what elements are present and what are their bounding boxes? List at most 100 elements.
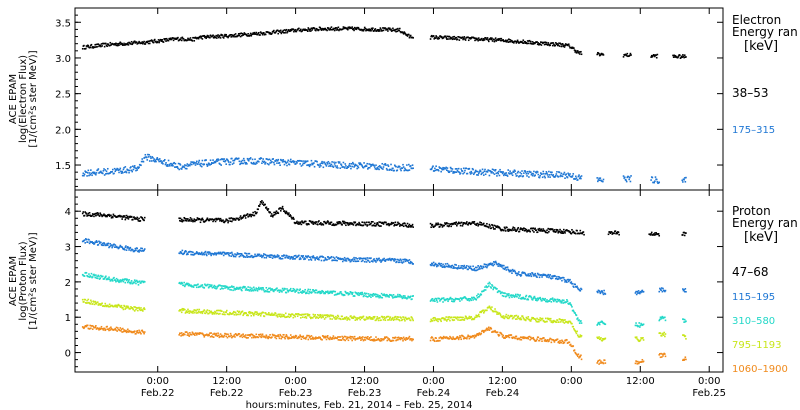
proton-data-point [380, 225, 382, 227]
electron-data-point [111, 171, 113, 173]
proton-data-point [252, 313, 254, 316]
electron-data-point [111, 168, 114, 171]
electron-data-point [342, 161, 345, 164]
proton-data-point [682, 318, 685, 321]
proton-data-point [179, 219, 181, 222]
proton-data-point [570, 232, 573, 235]
proton-data-point [108, 276, 110, 279]
proton-data-point [441, 226, 444, 228]
proton-data-point [461, 225, 464, 227]
proton-data-point [231, 251, 233, 254]
electron-data-point [331, 161, 333, 163]
proton-data-point [484, 263, 486, 266]
electron-data-point [292, 160, 295, 162]
electron-data-point [276, 29, 279, 32]
electron-data-point [628, 176, 631, 179]
proton-data-point [637, 290, 640, 292]
electron-data-point [288, 163, 291, 166]
electron-data-point [197, 163, 199, 165]
proton-data-point [129, 307, 132, 310]
proton-data-point [93, 215, 95, 218]
electron-data-point [328, 29, 331, 31]
proton-data-point [222, 219, 224, 222]
electron-data-point [440, 36, 443, 38]
electron-data-point [318, 28, 320, 31]
electron-data-point [361, 165, 363, 167]
electron-data-point [477, 39, 479, 42]
proton-data-point [375, 223, 378, 226]
proton-data-point [505, 295, 508, 297]
electron-data-point [401, 167, 404, 169]
proton-data-point [459, 316, 462, 319]
proton-data-point [374, 293, 377, 295]
electron-data-point [364, 27, 367, 30]
electron-data-point [175, 37, 177, 40]
proton-data-point [135, 308, 137, 311]
proton-data-point [562, 302, 564, 304]
proton-data-point [187, 310, 190, 313]
electron-data-point [551, 44, 554, 47]
electron-data-point [207, 36, 209, 38]
electron-data-point [120, 170, 122, 173]
proton-data-point [200, 285, 203, 287]
proton-data-point [224, 285, 227, 287]
proton-data-point [205, 254, 208, 257]
proton-data-point [519, 275, 522, 277]
proton-data-point [549, 317, 552, 320]
proton-data-point [502, 267, 505, 270]
electron-data-point [88, 174, 90, 177]
proton-data-point [244, 334, 247, 336]
electron-data-point [393, 169, 395, 172]
proton-data-point [334, 290, 337, 293]
proton-data-point [499, 290, 501, 293]
proton-data-point [597, 337, 600, 339]
electron-data-point [146, 41, 149, 44]
electron-data-point [602, 178, 605, 181]
proton-data-point [222, 336, 225, 338]
proton-data-point [126, 217, 128, 219]
proton-data-point [256, 312, 259, 315]
proton-data-point [448, 225, 451, 227]
proton-data-point [297, 336, 300, 339]
proton-data-point [294, 254, 297, 257]
proton-data-point [472, 222, 475, 224]
proton-data-point [122, 306, 124, 309]
proton-data-point [370, 222, 372, 225]
proton-data-point [318, 290, 321, 293]
proton-data-point [120, 330, 122, 332]
electron-data-point [184, 164, 186, 166]
electron-data-point [396, 169, 399, 172]
electron-data-point [358, 162, 360, 164]
electron-data-point [205, 36, 208, 38]
electron-data-point [463, 171, 466, 174]
proton-data-point [404, 319, 406, 322]
proton-data-point [518, 317, 521, 320]
proton-data-point [434, 262, 437, 265]
proton-data-point [544, 317, 547, 320]
proton-data-point [304, 315, 307, 318]
proton-data-point [536, 272, 539, 275]
proton-data-point [355, 291, 357, 294]
proton-data-point [558, 298, 561, 301]
electron-data-point [679, 54, 681, 57]
proton-data-point [387, 259, 390, 261]
proton-data-point [123, 248, 126, 251]
proton-data-point [185, 220, 188, 222]
proton-data-point [255, 333, 258, 336]
proton-data-point [602, 338, 605, 341]
proton-data-point [475, 314, 478, 317]
electron-data-point [672, 54, 674, 57]
proton-data-point [362, 224, 365, 227]
electron-data-point [247, 159, 250, 162]
electron-data-point [389, 168, 392, 171]
proton-data-point [233, 287, 236, 290]
proton-data-point [485, 285, 488, 287]
proton-data-point [312, 255, 315, 257]
electron-data-point [365, 165, 368, 167]
proton-data-point [504, 230, 507, 232]
electron-data-point [457, 170, 459, 173]
electron-data-point [504, 39, 507, 42]
proton-data-point [446, 225, 449, 227]
proton-data-point [247, 286, 249, 288]
electron-data-point [142, 42, 144, 45]
